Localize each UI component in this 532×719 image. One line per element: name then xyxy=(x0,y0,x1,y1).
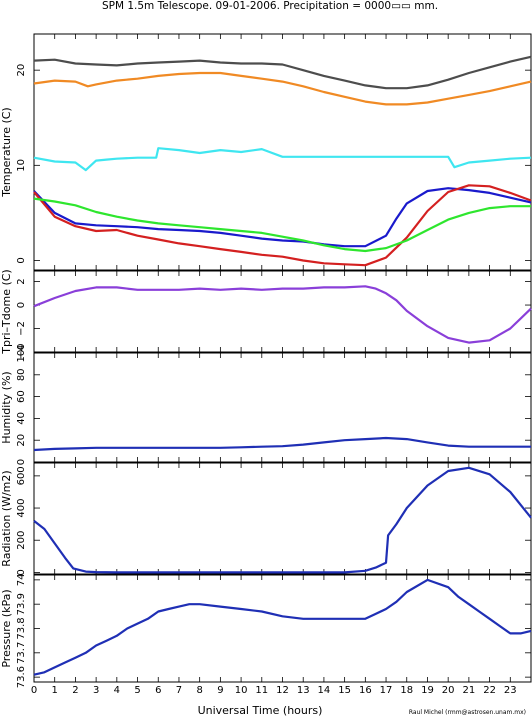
humidity-series-navy xyxy=(33,436,531,452)
x-tick-label: 11 xyxy=(255,685,268,696)
temperature-series-gray xyxy=(33,55,532,90)
x-tick-label: 0 xyxy=(31,685,37,696)
radiation-y-label: Radiation (W/m2) xyxy=(0,470,13,566)
pressure-series-navy xyxy=(33,578,532,676)
x-tick-label: 14 xyxy=(318,685,331,696)
pressure-y-tick-label: 73.8 xyxy=(16,617,27,639)
humidity-y-tick-label: 0 xyxy=(16,459,27,465)
pressure-y-tick-label: 74 xyxy=(16,573,27,586)
tpri-tdome-y-tick-label: −2 xyxy=(16,321,27,336)
temperature-series-red xyxy=(33,184,532,267)
x-tick-label: 13 xyxy=(297,685,310,696)
x-tick-label: 10 xyxy=(235,685,248,696)
pressure-y-tick-label: 73.6 xyxy=(16,666,27,688)
figure-title: SPM 1.5m Telescope. 09-01-2006. Precipit… xyxy=(102,0,438,12)
radiation-series-navy xyxy=(33,466,532,574)
pressure-y-tick-label: 73.9 xyxy=(16,593,27,615)
x-tick-label: 19 xyxy=(421,685,434,696)
temperature-series-orange xyxy=(33,71,532,106)
x-tick-label: 22 xyxy=(483,685,496,696)
humidity-y-tick-label: 100 xyxy=(16,343,27,362)
pressure-frame xyxy=(33,574,532,683)
temperature-frame xyxy=(33,33,532,271)
x-tick-label: 23 xyxy=(504,685,517,696)
x-tick-label: 9 xyxy=(217,685,223,696)
temperature-y-tick-label: 0 xyxy=(16,257,27,263)
x-tick-label: 20 xyxy=(442,685,455,696)
temperature-series-green xyxy=(33,197,531,253)
radiation-y-tick-label: 600 xyxy=(16,466,27,485)
humidity-y-tick-label: 60 xyxy=(16,390,27,403)
x-tick-label: 7 xyxy=(176,685,182,696)
x-tick-label: 18 xyxy=(400,685,413,696)
humidity-y-tick-label: 80 xyxy=(16,368,27,381)
temperature-series-blue xyxy=(33,187,532,248)
radiation-y-tick-label: 0 xyxy=(16,569,27,575)
humidity-y-label: Humidity (%) xyxy=(0,371,13,443)
pressure-y-label: Pressure (kPa) xyxy=(0,589,13,667)
x-tick-label: 21 xyxy=(463,685,476,696)
x-tick-label: 4 xyxy=(114,685,120,696)
temperature-y-tick-label: 20 xyxy=(16,64,27,77)
x-tick-label: 16 xyxy=(359,685,372,696)
temperature-y-label: Temperature (C) xyxy=(0,107,13,197)
humidity-y-tick-label: 20 xyxy=(16,434,27,447)
tpri-tdome-series-purple xyxy=(33,285,532,344)
tpri-tdome-y-label: Tpri–Tdome (C) xyxy=(0,269,13,354)
tpri-tdome-y-tick-label: −4 xyxy=(16,345,27,360)
x-tick-label: 3 xyxy=(93,685,99,696)
x-tick-label: 17 xyxy=(380,685,393,696)
radiation-y-tick-label: 400 xyxy=(16,498,27,517)
tpri-tdome-y-tick-label: 2 xyxy=(16,278,27,284)
temperature-panel: 0 10 20 Temperature (C) xyxy=(0,33,532,271)
x-tick-label: 6 xyxy=(155,685,161,696)
temperature-y-tick-label: 10 xyxy=(16,159,27,172)
pressure-y-tick-label: 73.7 xyxy=(16,642,27,664)
x-tick-label: 1 xyxy=(52,685,58,696)
humidity-y-tick-label: 40 xyxy=(16,412,27,425)
x-tick-label: 8 xyxy=(196,685,202,696)
temperature-series-cyan xyxy=(33,147,532,172)
x-axis-label: Universal Time (hours) xyxy=(198,704,323,717)
x-tick-label: 2 xyxy=(72,685,78,696)
x-tick-label: 12 xyxy=(276,685,289,696)
x-tick-label: 15 xyxy=(338,685,351,696)
credit-text: Raul Michel (rmm@astrosen.unam.mx) xyxy=(409,709,526,716)
tpri-tdome-y-tick-label: 0 xyxy=(16,302,27,308)
radiation-frame xyxy=(33,462,532,575)
x-tick-label: 5 xyxy=(134,685,140,696)
radiation-y-tick-label: 200 xyxy=(16,531,27,550)
